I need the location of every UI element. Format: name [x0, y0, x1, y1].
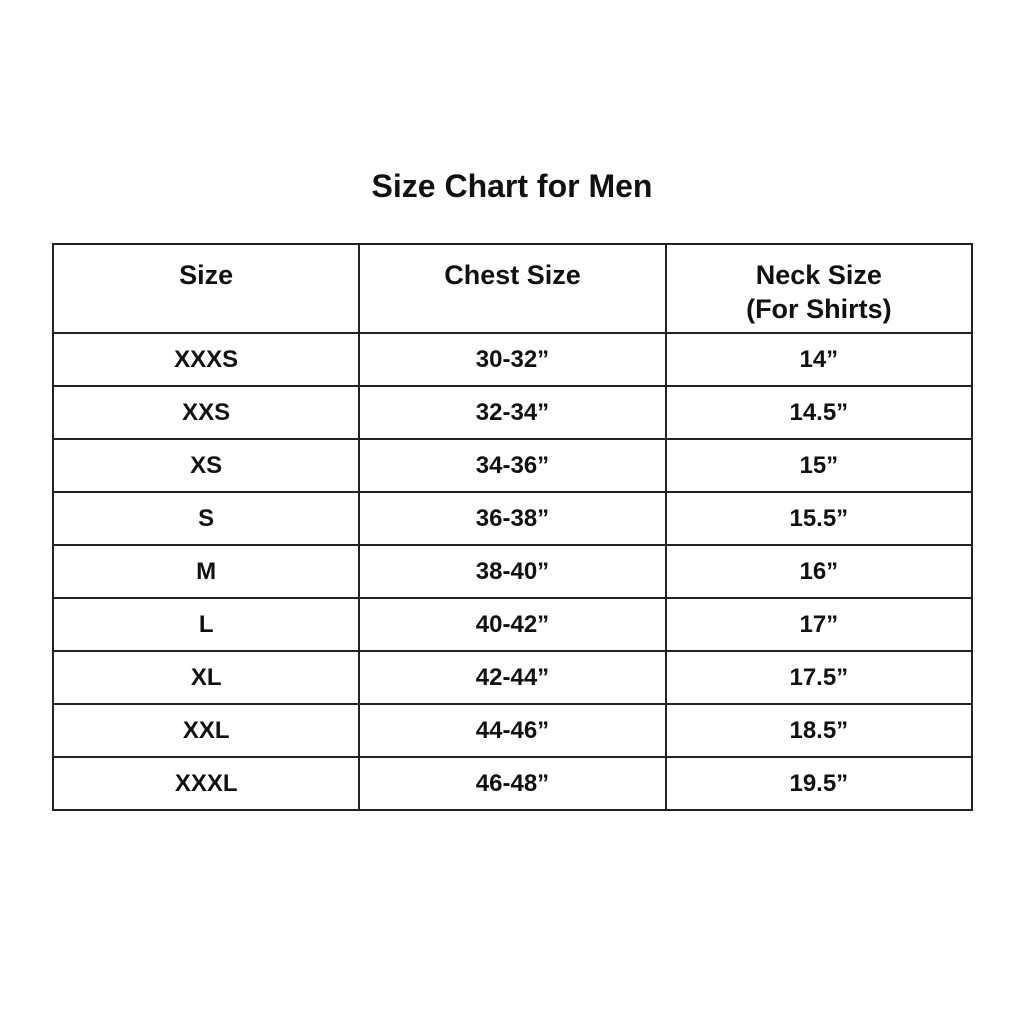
- table-row: XL 42-44” 17.5”: [51, 650, 974, 705]
- cell-size: XXS: [51, 385, 361, 440]
- header-neck-label: Neck Size: [755, 260, 882, 290]
- cell-neck: 16”: [664, 544, 974, 599]
- cell-chest: 36-38”: [358, 491, 667, 546]
- cell-neck: 18.5”: [664, 703, 974, 758]
- cell-size: L: [51, 597, 361, 652]
- cell-chest: 40-42”: [358, 597, 667, 652]
- header-neck-sublabel: (For Shirts): [746, 294, 892, 324]
- table-row: XXXS 30-32” 14”: [51, 332, 974, 387]
- cell-neck: 15”: [664, 438, 974, 493]
- cell-neck: 19.5”: [664, 756, 974, 811]
- table-row: XXS 32-34” 14.5”: [51, 385, 974, 440]
- header-size: Size: [51, 243, 361, 334]
- cell-chest: 30-32”: [358, 332, 667, 387]
- page-title: Size Chart for Men: [371, 168, 653, 204]
- cell-size: XXL: [51, 703, 361, 758]
- cell-size: XS: [51, 438, 361, 493]
- cell-size: M: [51, 544, 361, 599]
- table-row: XXL 44-46” 18.5”: [51, 703, 974, 758]
- cell-neck: 17.5”: [664, 650, 974, 705]
- cell-size: XXXL: [51, 756, 361, 811]
- table-row: XS 34-36” 15”: [51, 438, 974, 493]
- table-row: XXXL 46-48” 19.5”: [51, 756, 974, 811]
- header-chest: Chest Size: [358, 243, 667, 334]
- header-chest-label: Chest Size: [444, 260, 581, 290]
- cell-size: S: [51, 491, 361, 546]
- cell-neck: 14.5”: [664, 385, 974, 440]
- header-row: Size Chest Size Neck Size (For Shirts): [51, 243, 974, 334]
- cell-chest: 32-34”: [358, 385, 667, 440]
- cell-size: XXXS: [51, 332, 361, 387]
- cell-neck: 17”: [664, 597, 974, 652]
- header-size-label: Size: [179, 260, 234, 290]
- cell-size: XL: [51, 650, 361, 705]
- cell-chest: 34-36”: [358, 438, 667, 493]
- size-chart-table: Size Chest Size Neck Size (For Shirts) X…: [51, 243, 974, 811]
- cell-neck: 15.5”: [664, 491, 974, 546]
- table-row: L 40-42” 17”: [51, 597, 974, 652]
- table-row: S 36-38” 15.5”: [51, 491, 974, 546]
- table-row: M 38-40” 16”: [51, 544, 974, 599]
- cell-chest: 44-46”: [358, 703, 667, 758]
- cell-chest: 42-44”: [358, 650, 667, 705]
- cell-neck: 14”: [664, 332, 974, 387]
- cell-chest: 38-40”: [358, 544, 667, 599]
- header-neck: Neck Size (For Shirts): [664, 243, 974, 334]
- cell-chest: 46-48”: [358, 756, 667, 811]
